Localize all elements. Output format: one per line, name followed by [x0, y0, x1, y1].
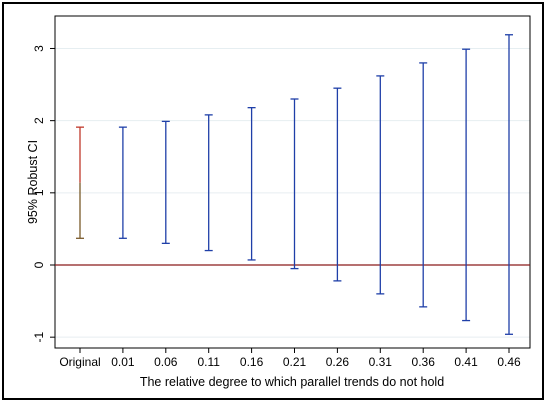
y-tick-label: -1	[32, 332, 46, 343]
ci-bar	[161, 120, 170, 244]
x-tick-label: 0.41	[454, 355, 478, 369]
x-tick-label: 0.11	[197, 355, 220, 369]
ci-bar	[376, 75, 385, 295]
y-axis-title: 95% Robust CI	[26, 140, 40, 224]
x-tick-label: 0.36	[412, 355, 436, 369]
ci-bar	[462, 48, 471, 322]
ci-bar	[247, 107, 256, 261]
ci-bars	[76, 34, 513, 335]
x-tick-label: 0.31	[369, 355, 393, 369]
x-tick-label: Original	[59, 355, 100, 369]
ci-bar	[333, 87, 342, 282]
ci-bar	[118, 126, 127, 239]
y-tick-label: 3	[32, 45, 46, 52]
x-tick-label: 0.06	[154, 355, 178, 369]
plot-area-border	[54, 15, 531, 349]
grid-lines	[55, 47, 530, 338]
y-tick-label: 0	[32, 261, 46, 268]
y-tick-label: 1	[32, 189, 46, 196]
x-tick-label: 0.01	[111, 355, 135, 369]
ci-bar	[290, 98, 299, 270]
x-tick-label: 0.21	[283, 355, 307, 369]
x-tick-label: 0.26	[326, 355, 350, 369]
ci-bar	[505, 34, 513, 335]
x-tick-label: 0.46	[497, 355, 521, 369]
figure-frame	[2, 2, 544, 400]
x-axis-ticks: Original 0.01 0.06 0.11 0.16 0.21 0.26 0.31 0.36…	[59, 348, 521, 369]
x-tick-label: 0.16	[240, 355, 264, 369]
y-axis-ticks: -1 0 1 2 3	[32, 45, 55, 343]
ci-bar	[419, 62, 428, 308]
x-axis-title: The relative degree to which parallel tr…	[140, 375, 444, 389]
ci-bar-original	[76, 126, 84, 239]
ci-bar	[204, 114, 213, 252]
y-tick-label: 2	[32, 117, 46, 124]
